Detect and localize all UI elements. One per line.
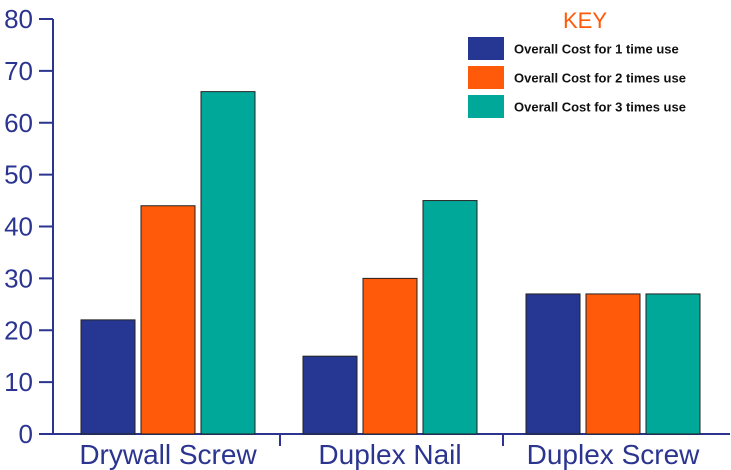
x-tick-label: Duplex Screw [527,439,701,470]
y-tick-label: 50 [4,160,33,190]
legend-swatch-1 [468,37,504,60]
y-tick-label: 70 [4,56,33,86]
x-tick-label: Drywall Screw [79,439,257,470]
legend-swatch-2 [468,66,504,89]
legend-label-2: Overall Cost for 2 times use [514,71,686,86]
x-tick-label: Duplex Nail [318,439,461,470]
legend-swatch-3 [468,95,504,118]
y-tick-label: 30 [4,263,33,293]
bar-drywall-screw-series-3 [200,91,256,435]
legend: KEY Overall Cost for 1 time use Overall C… [468,8,686,118]
bar-duplex-nail-series-1 [302,355,358,435]
y-tick-label: 60 [4,108,33,138]
bar-drywall-screw-series-2 [140,205,196,435]
bars [80,91,701,435]
legend-label-3: Overall Cost for 3 times use [514,100,686,115]
bar-duplex-nail-series-3 [422,200,478,435]
y-tick-label: 10 [4,367,33,397]
bar-duplex-screw-series-1 [525,293,581,435]
legend-label-1: Overall Cost for 1 time use [514,42,679,57]
x-axis: Drywall Screw Duplex Nail Duplex Screw [53,433,730,470]
bar-duplex-nail-series-2 [362,277,418,435]
y-axis: 0 10 20 30 40 50 60 70 80 [4,4,54,449]
y-tick-label: 40 [4,212,33,242]
bar-duplex-screw-series-2 [585,293,641,435]
legend-title: KEY [563,8,607,33]
bar-drywall-screw-series-1 [80,319,136,435]
y-tick-label: 20 [4,315,33,345]
bar-duplex-screw-series-3 [645,293,701,435]
y-tick-label: 80 [4,4,33,34]
y-tick-label: 0 [19,419,33,449]
